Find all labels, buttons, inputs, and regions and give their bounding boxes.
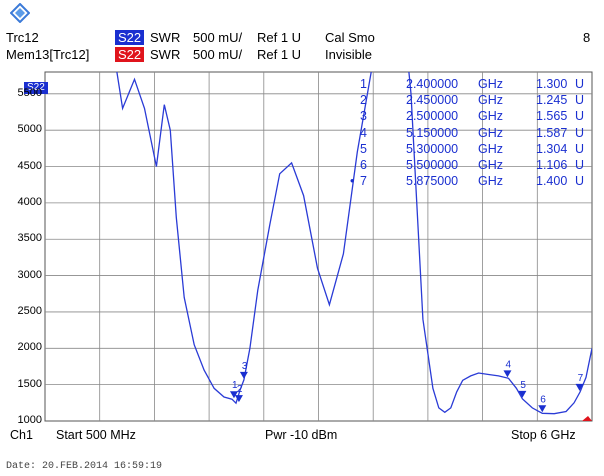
y-tick-label: 4000 bbox=[17, 195, 42, 208]
marker-unit[interactable]: GHz bbox=[478, 93, 503, 108]
marker-frequency[interactable]: 2.500000 bbox=[406, 109, 459, 124]
marker-label-4: 4 bbox=[505, 359, 511, 370]
status-label: Cal Smo bbox=[325, 30, 375, 45]
memory-format-label[interactable]: SWR bbox=[150, 47, 181, 62]
marker-value-unit[interactable]: U bbox=[575, 158, 585, 172]
marker-frequency[interactable]: 5.300000 bbox=[406, 141, 459, 156]
power-label[interactable]: Pwr -10 dBm bbox=[265, 428, 338, 442]
marker-value[interactable]: 1.300 bbox=[536, 77, 568, 91]
marker-label-3: 3 bbox=[242, 361, 248, 372]
marker-value[interactable]: 1.587 bbox=[536, 125, 568, 140]
channel-number: 8 bbox=[583, 30, 591, 45]
memory-trace-name[interactable]: Mem13[Trc12] bbox=[6, 47, 90, 62]
y-tick-label: 1000 bbox=[17, 414, 42, 426]
marker-label-2: 2 bbox=[237, 384, 243, 395]
rohde-schwarz-logo-icon bbox=[10, 3, 30, 23]
marker-value-unit[interactable]: U bbox=[575, 77, 585, 91]
marker-frequency[interactable]: 5.150000 bbox=[406, 125, 459, 140]
ref-label[interactable]: Ref 1 U bbox=[257, 30, 302, 45]
marker-frequency[interactable]: 5.500000 bbox=[406, 158, 459, 172]
marker-value-unit[interactable]: U bbox=[575, 125, 585, 140]
marker-number[interactable]: 3 bbox=[360, 109, 367, 124]
marker-number[interactable]: 2 bbox=[360, 93, 367, 108]
marker-unit[interactable]: GHz bbox=[478, 125, 503, 140]
marker-value-unit[interactable]: U bbox=[575, 141, 585, 156]
marker-number[interactable]: 1 bbox=[360, 77, 367, 91]
y-tick-label: 3000 bbox=[17, 268, 42, 281]
trace-layer bbox=[116, 72, 592, 421]
ref-position-badge[interactable]: S22 bbox=[24, 82, 48, 94]
marker-value[interactable]: 1.304 bbox=[536, 141, 568, 156]
stop-frequency[interactable]: Stop 6 GHz bbox=[511, 428, 576, 442]
marker-frequency[interactable]: 2.400000 bbox=[406, 77, 459, 91]
marker-value[interactable]: 1.106 bbox=[536, 158, 568, 172]
marker-value[interactable]: 1.400 bbox=[536, 174, 568, 189]
marker-unit[interactable]: GHz bbox=[478, 158, 503, 172]
marker-triangle-4 bbox=[503, 370, 512, 378]
marker-triangle-7 bbox=[575, 383, 584, 391]
marker-number[interactable]: 6 bbox=[360, 158, 367, 172]
y-tick-label: 1500 bbox=[17, 377, 42, 390]
memory-trace-indicator bbox=[582, 416, 592, 421]
marker-unit[interactable]: GHz bbox=[478, 77, 503, 91]
marker-number[interactable]: 5 bbox=[360, 141, 367, 156]
scale-label[interactable]: 500 mU/ bbox=[193, 30, 243, 45]
marker-triangle-5 bbox=[518, 390, 527, 398]
marker-triangle-2 bbox=[234, 395, 243, 403]
marker-frequency[interactable]: 2.450000 bbox=[406, 93, 459, 108]
marker-triangle-3 bbox=[239, 371, 248, 379]
swr-trace-line bbox=[116, 72, 592, 415]
marker-label-7: 7 bbox=[578, 373, 584, 384]
y-tick-label: 5500 bbox=[17, 86, 42, 99]
y-tick-label: 3500 bbox=[17, 232, 42, 245]
y-tick-label: 4500 bbox=[17, 159, 42, 172]
y-tick-label: 2500 bbox=[17, 304, 42, 317]
marker-label-5: 5 bbox=[520, 380, 526, 391]
marker-label-6: 6 bbox=[540, 394, 546, 405]
marker-value[interactable]: 1.245 bbox=[536, 93, 568, 108]
marker-active-dot[interactable]: • bbox=[350, 174, 355, 189]
marker-frequency[interactable]: 5.875000 bbox=[406, 174, 459, 189]
marker-value[interactable]: 1.565 bbox=[536, 109, 568, 124]
marker-unit[interactable]: GHz bbox=[478, 141, 503, 156]
channel-label[interactable]: Ch1 bbox=[10, 428, 33, 442]
memory-ref-label[interactable]: Ref 1 U bbox=[257, 47, 302, 62]
marker-unit[interactable]: GHz bbox=[478, 174, 503, 189]
format-label[interactable]: SWR bbox=[150, 30, 181, 45]
start-frequency[interactable]: Start 500 MHz bbox=[56, 428, 136, 442]
memory-scale-label[interactable]: 500 mU/ bbox=[193, 47, 243, 62]
plot-grid bbox=[44, 71, 593, 422]
memory-status-label: Invisible bbox=[325, 47, 372, 62]
marker-unit[interactable]: GHz bbox=[478, 109, 503, 124]
marker-label-1: 1 bbox=[232, 380, 238, 391]
marker-number[interactable]: 7 bbox=[360, 174, 367, 189]
y-tick-label: 2000 bbox=[17, 341, 42, 354]
marker-value-unit[interactable]: U bbox=[575, 93, 585, 108]
marker-triangle-6 bbox=[538, 405, 547, 413]
marker-triangle-1 bbox=[229, 391, 238, 399]
marker-value-unit[interactable]: U bbox=[575, 109, 585, 124]
s-param-badge-red[interactable]: S22 bbox=[115, 47, 145, 62]
date-stamp: Date: 20.FEB.2014 16:59:19 bbox=[6, 461, 163, 472]
marker-value-unit[interactable]: U bbox=[575, 174, 585, 189]
s-param-badge-blue[interactable]: S22 bbox=[115, 30, 145, 45]
marker-number[interactable]: 4 bbox=[360, 125, 367, 140]
y-tick-label: 5000 bbox=[17, 123, 42, 136]
marker-layer: 1 2 3 45 6 7 bbox=[229, 359, 584, 413]
trace-name[interactable]: Trc12 bbox=[6, 30, 39, 45]
